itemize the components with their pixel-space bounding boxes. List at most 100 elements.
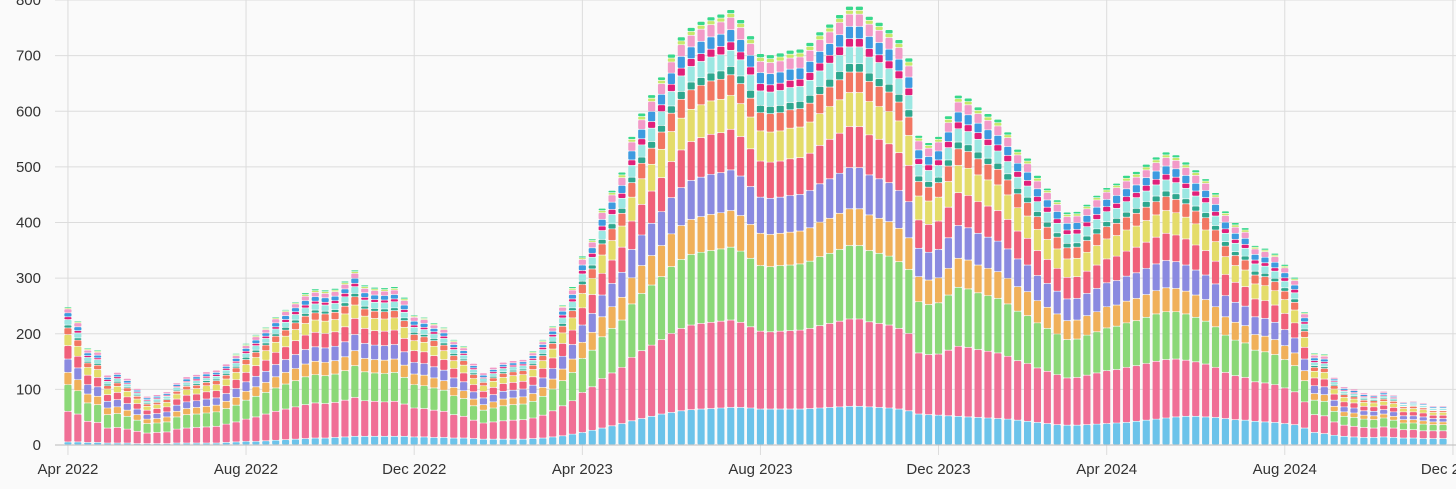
bar-segment-series-2 [440,411,448,438]
bar-segment-series-12 [836,35,844,47]
bar-segment-series-1 [351,436,359,445]
bar-segment-series-15 [707,17,715,21]
bar-segment-series-13 [1271,256,1279,262]
bar-segment-series-2 [1271,384,1279,423]
bar-segment-series-14 [1014,152,1022,155]
bar-segment-series-11 [351,283,359,287]
bar-segment-series-8 [845,72,854,93]
bar-segment-series-4 [1429,422,1437,425]
bar-segment-series-15 [549,325,557,327]
bar-segment-series-12 [598,219,606,226]
bar-segment-series-8 [222,375,230,379]
bar-segment-series-1 [766,409,774,445]
bar-segment-series-14 [1132,174,1140,177]
bar-segment-series-13 [1350,389,1358,391]
bar-segment-series-7 [1330,389,1338,394]
bar-segment-series-11 [479,377,488,379]
bar-segment-series-4 [1419,421,1427,424]
bar-segment-series-11 [974,132,982,140]
bar-segment-series-1 [74,442,82,445]
bar-segment-series-9 [826,79,834,87]
bar-segment-series-3 [430,388,438,410]
bar-segment-series-8 [667,113,675,132]
bar-segment-series-3 [766,267,774,332]
bar-segment-series-7 [321,321,329,334]
bar-segment-series-4 [786,232,794,265]
bar-segment-series-11 [202,376,211,378]
bar-segment-series-5 [262,371,270,383]
bar-segment-series-7 [687,109,695,142]
bar-segment-series-12 [1251,254,1259,260]
bar-segment-series-7 [1399,408,1408,412]
bar-segment-series-5 [845,167,854,209]
bar-segment-series-11 [1320,362,1328,364]
bar-segment-series-2 [291,407,300,439]
bar-segment-series-10 [400,312,408,318]
bar-segment-series-14 [351,272,359,274]
bar-segment-series-7 [341,314,349,327]
bar-segment-series-2 [371,401,379,437]
bar-segment-series-15 [588,239,596,241]
bar-segment-series-14 [380,289,389,291]
bar-segment-series-4 [282,372,290,384]
bar-segment-series-5 [192,401,201,408]
bar-segment-series-4 [539,387,547,397]
bar-segment-series-1 [1053,424,1061,445]
bar-segment-series-1 [568,434,577,445]
bar-segment-series-14 [1291,279,1299,281]
bar-segment-series-8 [1320,368,1328,373]
bar-segment-series-1 [786,409,794,445]
bar-segment-series-11 [183,381,191,383]
bar-segment-series-11 [1340,390,1348,391]
bar-segment-series-12 [440,333,448,336]
bar-segment-series-3 [954,287,962,346]
bar-segment-series-4 [1113,305,1121,326]
bar-segment-series-5 [1122,276,1131,301]
bar-segment-series-13 [341,284,349,289]
bar-segment-series-14 [420,318,428,320]
bar-segment-series-10 [845,47,854,64]
bar-segment-series-3 [351,366,359,398]
bar-segment-series-2 [390,401,398,437]
bar-segment-series-3 [1340,416,1348,425]
bar-segment-series-12 [1004,146,1012,156]
bar-segment-series-2 [1033,368,1042,423]
bar-segment-series-2 [1122,367,1131,423]
bar-segment-series-7 [291,329,300,341]
bar-segment-series-10 [479,378,488,381]
bar-segment-series-4 [1350,413,1358,418]
bar-segment-series-9 [212,379,220,381]
bar-segment-series-2 [657,339,666,414]
bar-segment-series-3 [1261,352,1269,383]
bar-segment-series-11 [1073,229,1081,234]
bar-segment-series-12 [707,37,715,49]
x-tick-label: Dec 2024 [1421,461,1456,478]
bar-segment-series-6 [895,152,903,191]
bar-segment-series-13 [380,291,389,296]
bar-segment-series-3 [944,295,952,350]
bar-segment-series-6 [321,333,329,348]
bar-segment-series-13 [865,24,873,37]
bar-segment-series-15 [875,22,883,27]
bar-segment-series-13 [677,45,685,57]
bar-segment-series-4 [489,402,497,408]
bar-segment-series-5 [1073,298,1081,320]
bar-segment-series-8 [1310,367,1319,371]
bar-segment-series-14 [1063,214,1071,217]
bar-segment-series-8 [430,340,438,346]
bar-segment-series-4 [311,361,319,375]
bar-segment-series-8 [1063,248,1071,259]
bar-segment-series-8 [717,79,725,99]
bar-segment-series-7 [1202,230,1210,251]
bar-segment-series-14 [1172,157,1180,161]
bar-segment-series-12 [460,350,468,354]
bar-segment-series-3 [1211,327,1220,368]
bar-segment-series-2 [509,420,517,439]
bar-segment-series-12 [321,298,329,302]
bar-segment-series-11 [133,392,141,393]
bar-segment-series-7 [183,389,191,395]
bar-segment-series-2 [964,347,972,417]
bar-segment-series-13 [163,392,171,394]
bar-segment-series-5 [321,348,329,363]
bar-segment-series-3 [1251,350,1259,382]
